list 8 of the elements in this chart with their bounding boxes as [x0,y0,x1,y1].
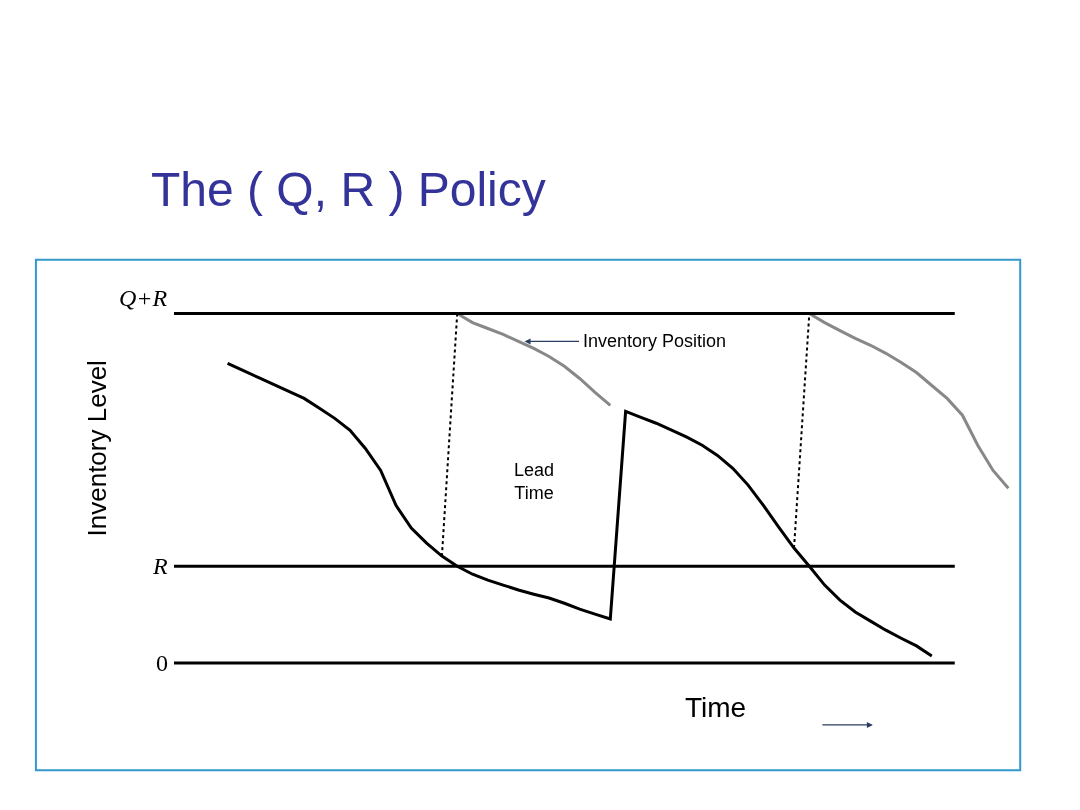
chart-title: The ( Q, R ) Policy [151,163,546,216]
x-axis-title: Time [685,692,747,723]
annotation: Lead Time [514,460,555,504]
ref-line-label: R [152,553,168,579]
y-axis-title: Inventory Level [81,360,112,537]
ref-line-label: 0 [156,650,168,676]
ref-line-label: Q+R [119,285,168,311]
annotation: Inventory Position [583,331,727,351]
